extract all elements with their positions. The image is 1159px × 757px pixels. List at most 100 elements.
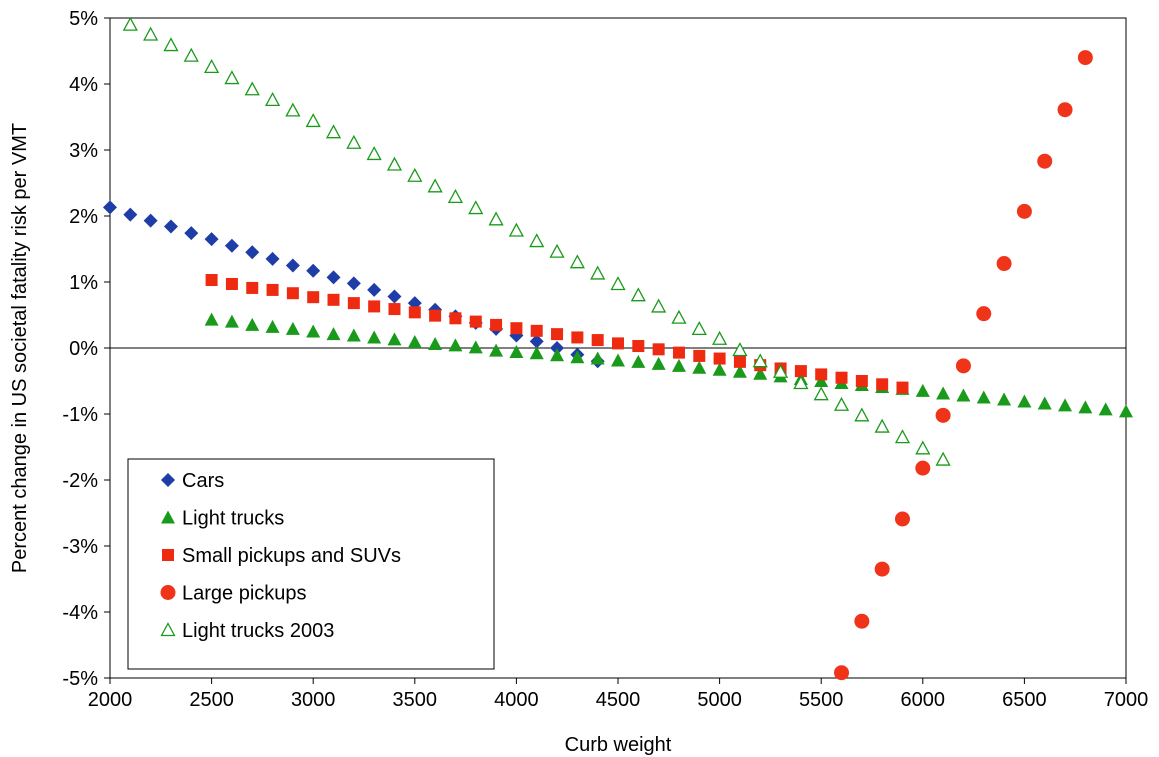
data-point: [224, 70, 240, 85]
data-point: [854, 407, 870, 422]
data-point: [205, 274, 218, 287]
y-tick-label: 5%: [69, 8, 98, 30]
data-point: [366, 146, 382, 161]
y-tick-label: 2%: [69, 206, 98, 228]
data-point: [325, 124, 342, 139]
data-point: [347, 297, 360, 310]
legend: Cars Light trucks Small pickups and SUVs La…: [127, 458, 495, 670]
data-point: [386, 156, 403, 171]
data-point: [285, 258, 300, 273]
data-point: [753, 366, 768, 380]
data-point: [245, 245, 260, 260]
y-tick-label: 4%: [69, 74, 98, 96]
data-point: [326, 270, 341, 285]
data-point: [571, 331, 584, 344]
x-tick-label: 5000: [697, 689, 742, 711]
data-point: [693, 349, 706, 362]
data-point: [997, 392, 1012, 406]
data-point: [1058, 398, 1073, 412]
data-point: [590, 351, 605, 365]
legend-label: Light trucks 2003: [182, 620, 334, 642]
x-axis-ticks: 2000 2500 3000 3500 4000 4500 5000 5500 6000 6500…: [88, 678, 1148, 711]
data-point: [387, 289, 402, 304]
legend-marker: [162, 549, 174, 561]
data-point: [976, 390, 991, 404]
data-point: [569, 254, 585, 269]
data-point: [388, 303, 401, 316]
data-point: [387, 332, 402, 346]
series-light-trucks-2003: [122, 16, 951, 466]
data-point: [1078, 400, 1093, 414]
data-point: [265, 251, 280, 266]
data-point: [346, 134, 362, 149]
data-point: [184, 226, 199, 241]
x-tick-label: 4000: [494, 689, 539, 711]
data-point: [835, 371, 848, 384]
data-point: [448, 338, 463, 352]
data-point: [469, 315, 482, 328]
x-tick-label: 4500: [596, 689, 641, 711]
y-axis-ticks: -5% -4% -3% -2% -1% 0% 1% 2% 3% 4% 5%: [62, 8, 110, 690]
data-point: [651, 298, 667, 313]
data-point: [529, 233, 545, 248]
data-point: [652, 343, 665, 356]
data-point: [224, 238, 239, 253]
data-point: [833, 396, 850, 411]
data-point: [306, 263, 321, 278]
data-point: [550, 341, 565, 355]
y-tick-label: -2%: [62, 470, 98, 492]
data-point: [692, 360, 707, 374]
data-point: [1037, 396, 1052, 410]
data-point: [549, 243, 565, 258]
data-point: [327, 293, 340, 306]
data-point: [610, 276, 626, 291]
data-point: [976, 306, 992, 322]
data-point: [896, 381, 909, 394]
data-point: [490, 318, 503, 331]
data-point: [874, 561, 890, 577]
data-point: [204, 312, 219, 326]
data-point: [449, 312, 462, 325]
data-point: [550, 348, 565, 362]
data-point: [732, 342, 748, 357]
data-point: [428, 337, 443, 351]
data-point: [367, 282, 382, 297]
x-tick-label: 6000: [901, 689, 946, 711]
data-point: [285, 321, 300, 335]
data-point: [955, 358, 971, 374]
y-tick-label: 0%: [69, 338, 98, 360]
legend-label: Light trucks: [182, 508, 284, 530]
data-point: [813, 386, 829, 401]
data-point: [508, 222, 524, 237]
data-point: [530, 324, 543, 337]
data-point: [915, 440, 931, 455]
y-axis-title: Percent change in US societal fatality r…: [9, 123, 31, 573]
data-point: [407, 335, 422, 349]
data-point: [163, 219, 178, 234]
data-point: [936, 386, 951, 400]
data-point: [691, 320, 707, 336]
data-point: [915, 460, 931, 476]
legend-marker: [161, 473, 175, 487]
data-point: [103, 200, 117, 215]
data-point: [1057, 102, 1073, 118]
y-tick-label: 1%: [69, 272, 98, 294]
series-large-pickups: [834, 50, 1093, 681]
data-point: [488, 211, 504, 226]
data-point: [143, 26, 159, 41]
data-point: [510, 322, 523, 335]
data-point: [509, 344, 524, 358]
y-tick-label: -5%: [62, 668, 98, 690]
data-point: [468, 200, 484, 215]
data-point: [672, 346, 685, 359]
legend-box: [127, 458, 495, 670]
data-point: [122, 16, 138, 31]
data-point: [855, 375, 868, 387]
data-point: [996, 256, 1012, 272]
x-tick-label: 2500: [189, 689, 234, 711]
data-point: [346, 276, 361, 291]
data-point: [529, 334, 544, 349]
data-point: [1016, 203, 1032, 219]
data-point: [894, 511, 910, 527]
